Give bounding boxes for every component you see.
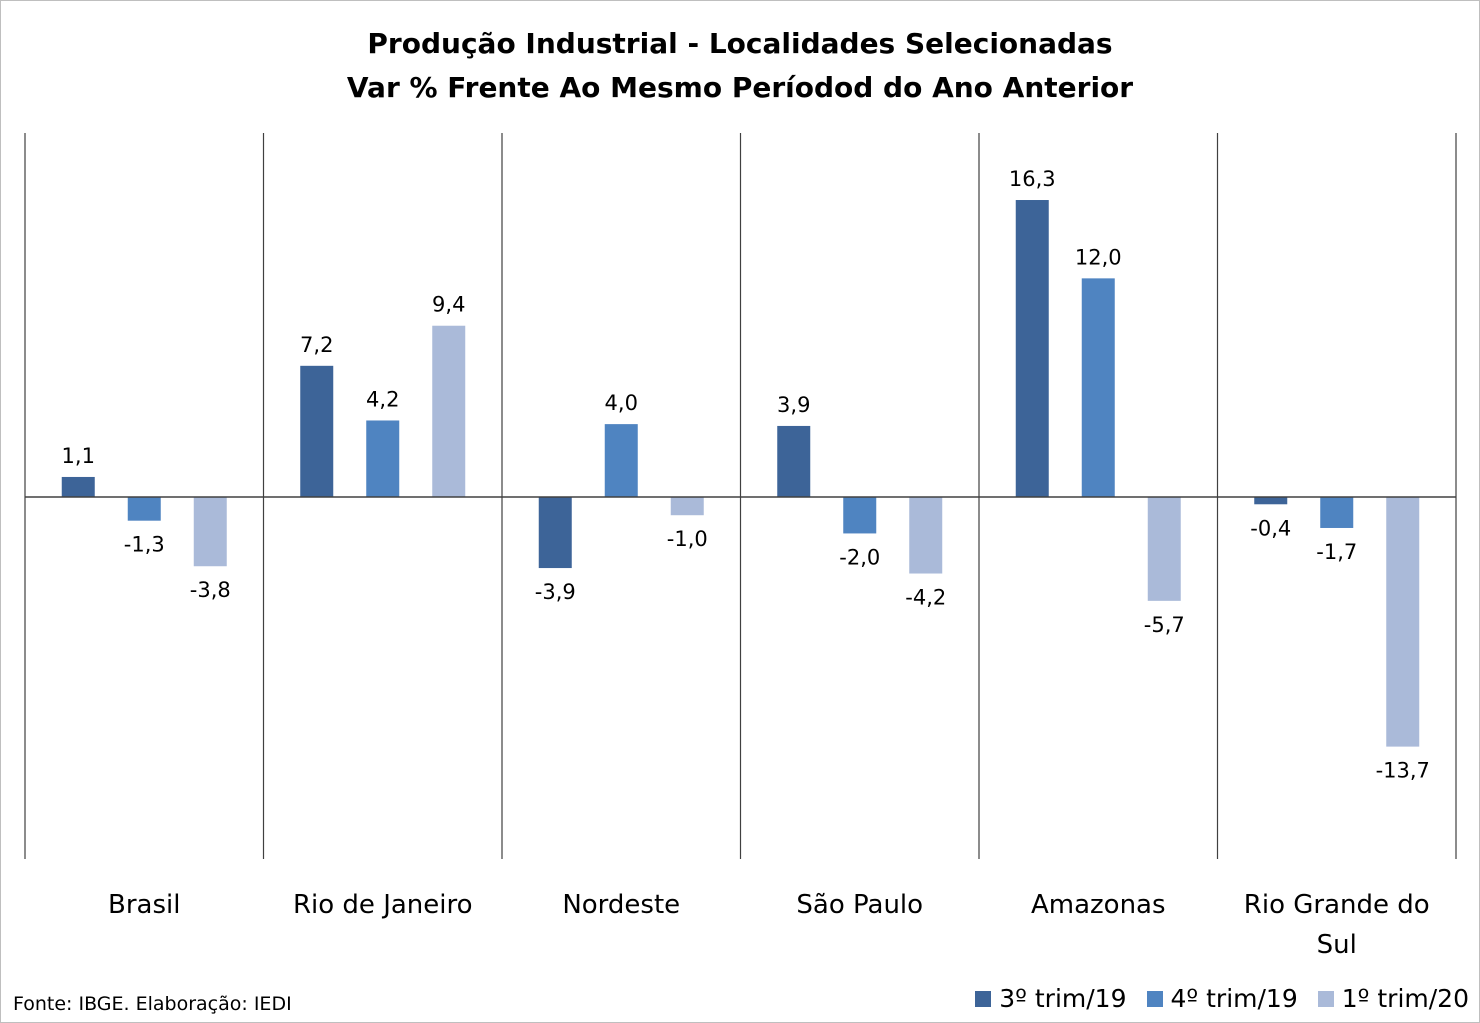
legend-swatch-4q19 <box>1146 990 1163 1007</box>
data-label: 7,2 <box>300 333 333 357</box>
data-label: 12,0 <box>1075 245 1122 269</box>
category-label: São Paulo <box>796 890 923 920</box>
category-label: Amazonas <box>1031 890 1166 920</box>
category-label: Brasil <box>108 890 180 920</box>
bar <box>1320 497 1354 528</box>
bar <box>193 497 227 567</box>
bar <box>843 497 877 534</box>
bar <box>61 476 95 497</box>
bar <box>432 325 466 497</box>
category-label: Nordeste <box>562 890 680 920</box>
data-label: -1,3 <box>124 533 165 557</box>
bar <box>1254 497 1288 505</box>
chart-title: Produção Industrial - Localidades Seleci… <box>367 27 1113 60</box>
bar <box>300 365 334 497</box>
bar <box>604 424 638 497</box>
category-label: Rio Grande do <box>1244 890 1430 920</box>
data-label: 9,4 <box>432 293 465 317</box>
legend-item-4q19: 4º trim/19 <box>1146 984 1298 1013</box>
bar <box>1015 200 1049 497</box>
legend-label-1q20: 1º trim/20 <box>1341 984 1469 1013</box>
data-label: 1,1 <box>62 444 95 468</box>
bar <box>1386 497 1420 747</box>
source-note: Fonte: IBGE. Elaboração: IEDI <box>13 993 292 1015</box>
data-label: 4,0 <box>605 391 638 415</box>
bar <box>1147 497 1181 601</box>
bar <box>670 497 704 516</box>
category-label: Sul <box>1317 930 1357 960</box>
data-label: 4,2 <box>366 387 399 411</box>
data-label: -13,7 <box>1376 759 1430 783</box>
legend-item-3q19: 3º trim/19 <box>975 984 1127 1013</box>
legend-label-4q19: 4º trim/19 <box>1170 984 1298 1013</box>
legend-label-3q19: 3º trim/19 <box>999 984 1127 1013</box>
bar <box>777 425 811 497</box>
data-label: 3,9 <box>777 393 810 417</box>
data-label: -0,4 <box>1250 516 1291 540</box>
bar <box>538 497 572 569</box>
data-label: 16,3 <box>1009 167 1056 191</box>
bar <box>366 420 400 497</box>
chart-subtitle: Var % Frente Ao Mesmo Períodod do Ano An… <box>346 71 1134 104</box>
data-label: -4,2 <box>905 586 946 610</box>
data-label: -1,0 <box>667 527 708 551</box>
legend-swatch-3q19 <box>975 990 992 1007</box>
category-label: Rio de Janeiro <box>293 890 473 920</box>
data-label: -2,0 <box>839 545 880 569</box>
bar <box>1081 278 1115 497</box>
data-label: -1,7 <box>1316 540 1357 564</box>
legend-item-1q20: 1º trim/20 <box>1317 984 1469 1013</box>
data-label: -3,8 <box>190 578 231 602</box>
data-label: -3,9 <box>535 580 576 604</box>
legend-swatch-1q20 <box>1317 990 1334 1007</box>
bar <box>127 497 161 521</box>
bar <box>909 497 943 574</box>
legend: 3º trim/19 4º trim/19 1º trim/20 <box>955 984 1469 1013</box>
data-label: -5,7 <box>1144 613 1185 637</box>
